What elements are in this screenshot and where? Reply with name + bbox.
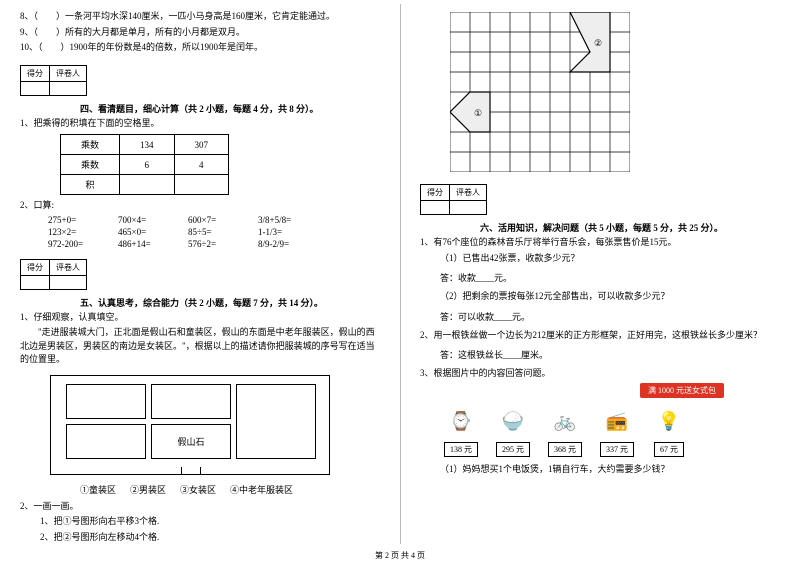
answer-2: 答：可以收款____元。: [440, 310, 780, 323]
score-label: 得分: [21, 65, 50, 81]
sec5-q2b: 2、把②号图形向左移动4个格.: [40, 531, 380, 545]
sec5-text: "走进服装城大门，正北面是假山石和童装区，假山的东面是中老年服装区，假山的西北边…: [20, 326, 380, 367]
page-footer: 第 2 页 共 4 页: [0, 550, 800, 561]
answer-1: 答：收款____元。: [440, 271, 780, 284]
score-box-4: 得分评卷人: [20, 65, 87, 96]
question-9: 9、（ ）所有的大月都是单月，所有的小月都是双月。: [20, 26, 380, 40]
items-row: ⌚138 元 🍚295 元 🚲368 元 📻337 元 💡67 元: [440, 404, 780, 457]
q6-3: 3、根据图片中的内容回答问题。: [420, 367, 780, 381]
grader-label: 评卷人: [50, 65, 87, 81]
item-1: ⌚138 元: [440, 404, 482, 457]
item-5: 💡67 元: [648, 404, 690, 457]
multiply-table: 乘数134307 乘数64 积: [60, 134, 229, 195]
section-6-title: 六、活用知识，解决问题（共 5 小题，每题 5 分，共 25 分）。: [480, 221, 780, 234]
q6-1a: （1）已售出42张票，收款多少元？: [440, 252, 780, 266]
q6-1: 1、有76个座位的森林音乐厅将举行音乐会，每张票售价是15元。: [420, 236, 780, 250]
item-3: 🚲368 元: [544, 404, 586, 457]
options: ①童装区②男装区③女装区④中老年服装区: [80, 483, 380, 496]
sec5-q1: 1、仔细观察，认真填空。: [20, 311, 380, 325]
bike-icon: 🚲: [544, 404, 586, 440]
answer-3: 答：这根铁丝长____厘米。: [440, 348, 780, 361]
promo-banner: 满 1000 元送女式包: [640, 383, 724, 398]
q6-2: 2、用一根铁丝做一个边长为212厘米的正方形框架，正好用完，这根铁丝长多少厘米？: [420, 329, 780, 343]
section-4-title: 四、看清题目，细心计算（共 2 小题，每题 4 分，共 8 分）。: [80, 102, 380, 115]
calc-row-1: 275+0=700×4=600×7=3/8+5/8=: [48, 215, 380, 225]
sec4-q2: 2、口算:: [20, 199, 380, 213]
question-8: 8、（ ）一条河平均水深140厘米，一匹小马身高是160厘米，它肯定能通过。: [20, 10, 380, 24]
radio-icon: 📻: [596, 404, 638, 440]
column-divider: [400, 4, 401, 544]
item-4: 📻337 元: [596, 404, 638, 457]
section-5-title: 五、认真思考，综合能力（共 2 小题，每题 7 分，共 14 分）。: [80, 296, 380, 309]
lamp-icon: 💡: [648, 404, 690, 440]
sec5-q2: 2、一画一画。: [20, 500, 380, 514]
calc-row-3: 972-200=486+14=576÷2=8/9-2/9=: [48, 239, 380, 249]
shape-2-label: ②: [594, 38, 602, 48]
grid-diagram: ② ①: [450, 12, 780, 172]
question-10: 10、（ ）1900年的年份数是4的倍数，所以1900年是闰年。: [20, 41, 380, 55]
clothing-diagram: 假山石: [50, 375, 330, 475]
rock-label: 假山石: [151, 424, 231, 459]
shape-1-label: ①: [474, 108, 482, 118]
score-box-5: 得分评卷人: [20, 259, 87, 290]
watch-icon: ⌚: [440, 404, 482, 440]
q6-1b: （2）把剩余的票按每张12元全部售出，可以收款多少元？: [440, 290, 780, 304]
q6-3a: （1）妈妈想买1个电饭煲，1辆自行车，大约需要多少钱？: [440, 463, 780, 477]
calc-row-2: 123×2=465×0=85÷5=1-1/3=: [48, 227, 380, 237]
cooker-icon: 🍚: [492, 404, 534, 440]
score-box-6: 得分评卷人: [420, 184, 487, 215]
sec4-q1: 1、把乘得的积填在下面的空格里。: [20, 117, 380, 131]
item-2: 🍚295 元: [492, 404, 534, 457]
sec5-q2a: 1、把①号图形向右平移3个格.: [40, 515, 380, 529]
